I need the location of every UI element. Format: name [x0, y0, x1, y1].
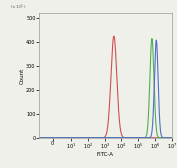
- Y-axis label: Count: Count: [20, 68, 25, 84]
- X-axis label: FITC-A: FITC-A: [97, 152, 114, 157]
- Text: $(\times10^1)$: $(\times10^1)$: [10, 3, 26, 12]
